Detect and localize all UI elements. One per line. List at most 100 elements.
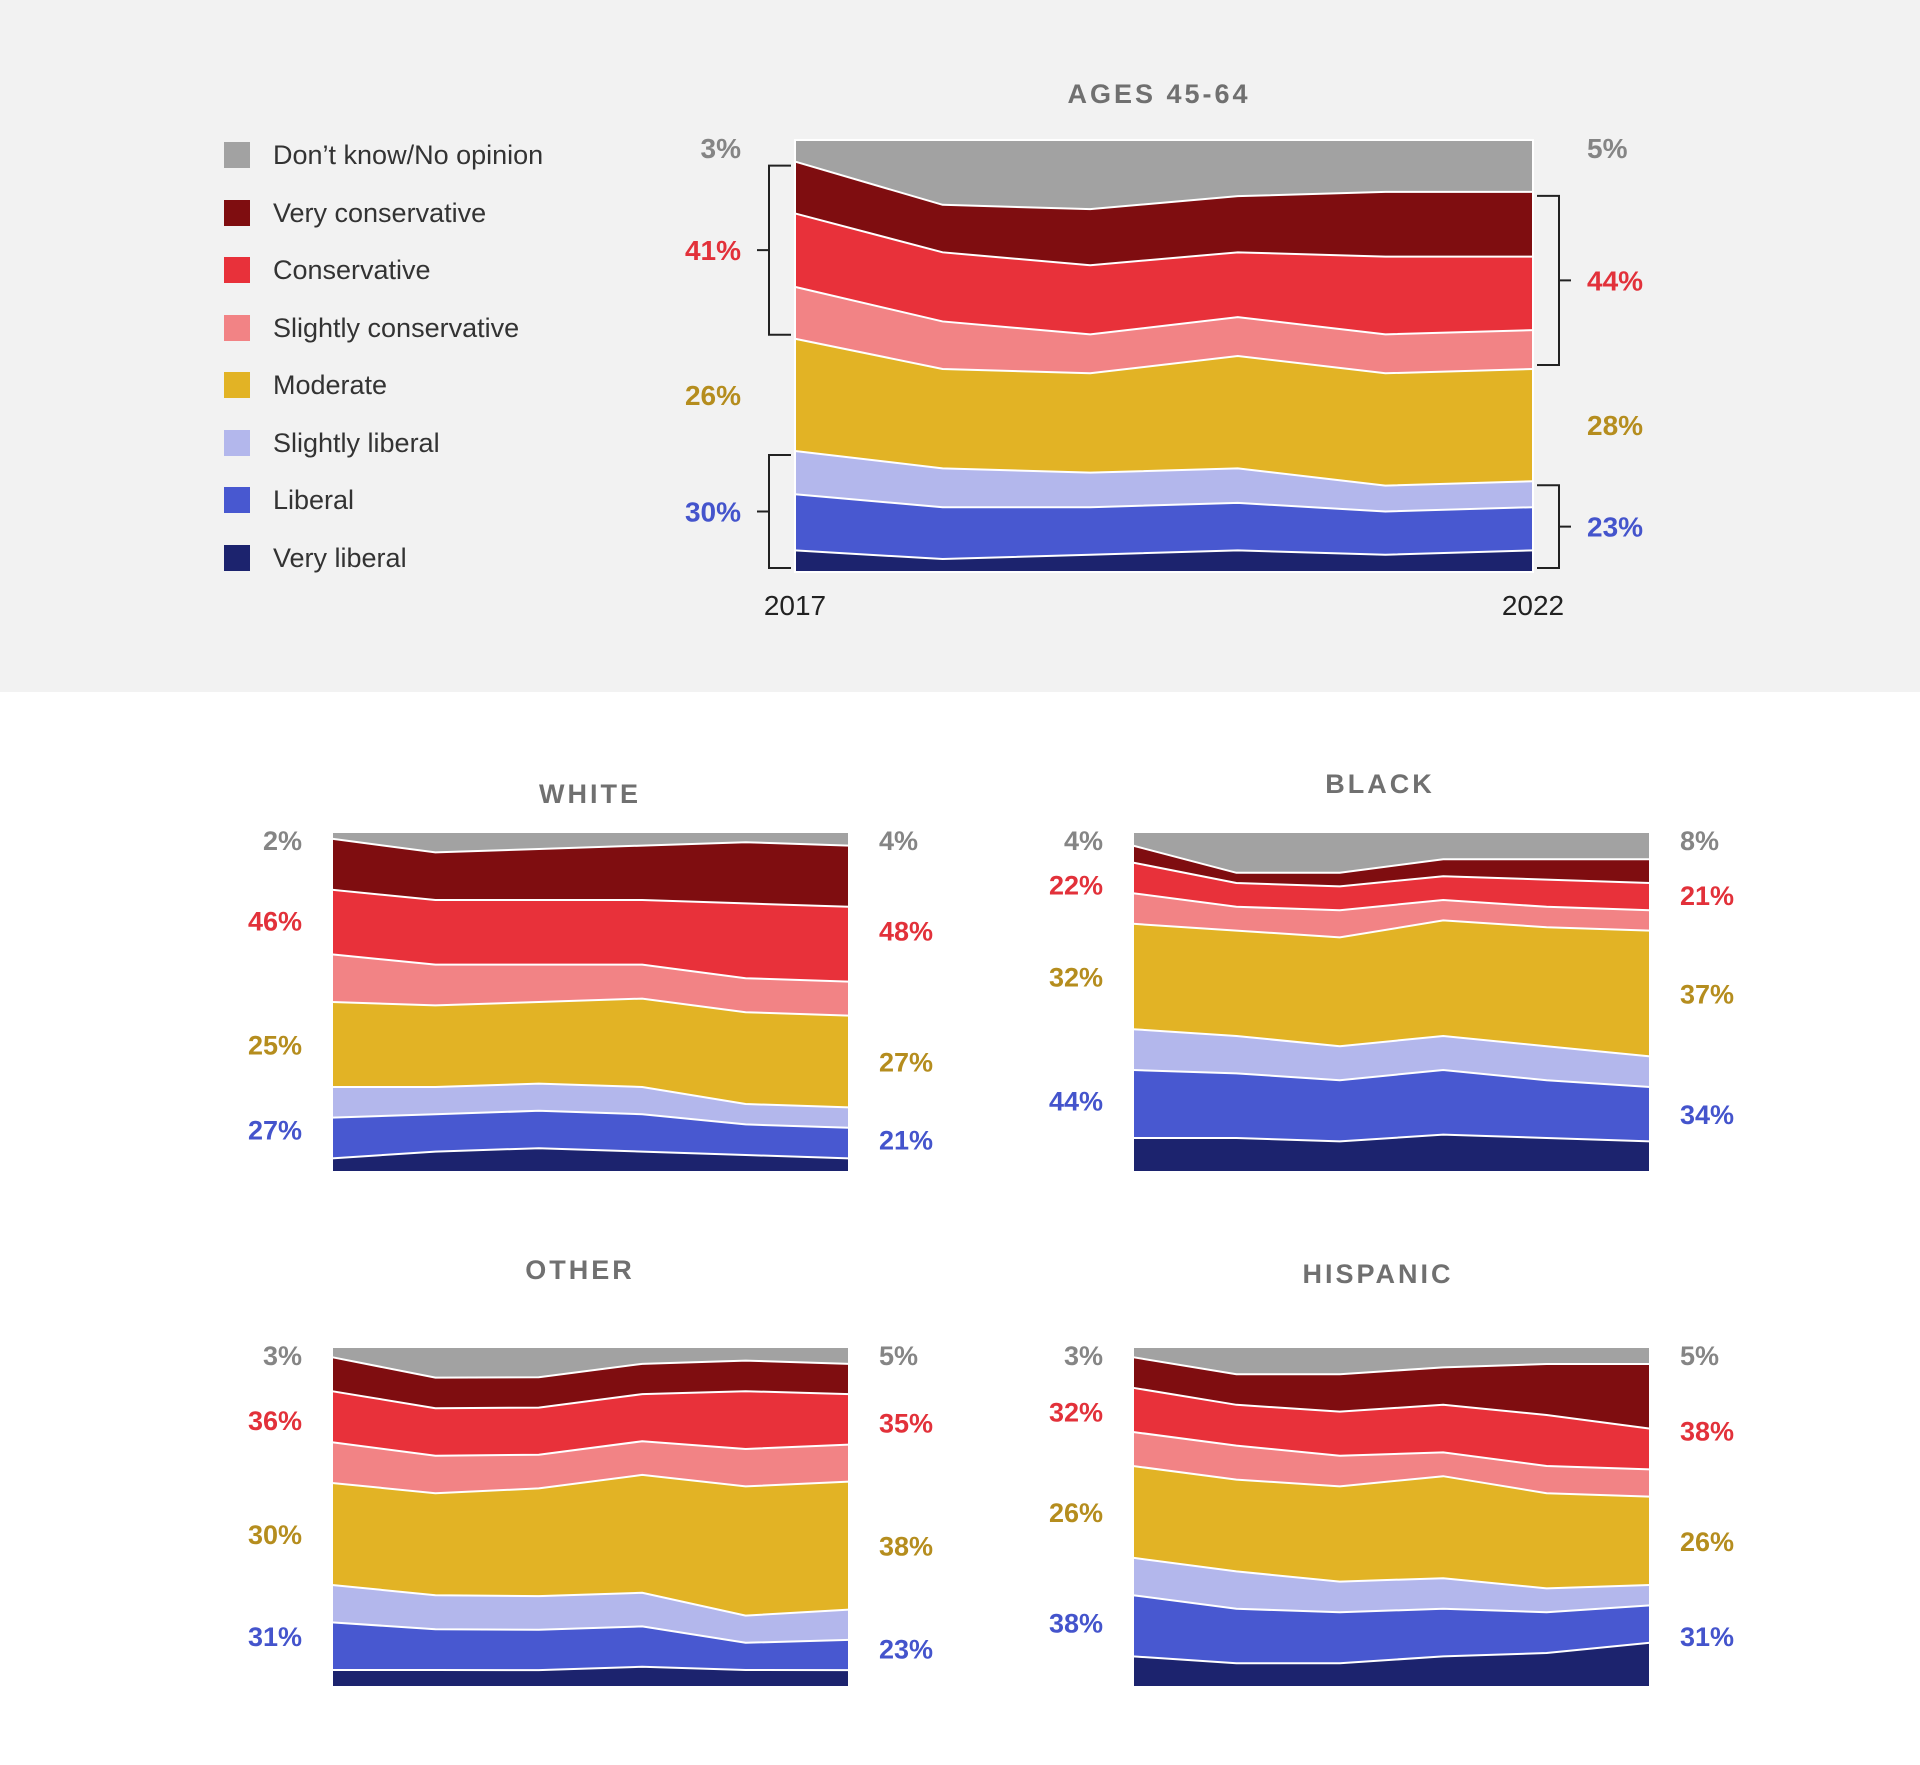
layer-separator [1132, 1556, 1651, 1590]
layer-separator [331, 1390, 850, 1410]
value-label-right-moderate: 27% [879, 1048, 933, 1078]
chart-ages-45-64: AGES 45-64 3% 41% 26% 30% 5% 44% 28% 23% 2017 2022 [685, 79, 1643, 621]
chart-title: AGES 45-64 [1067, 79, 1250, 109]
legend-swatch [224, 487, 250, 513]
legend-swatch [224, 257, 250, 283]
layer-separator [1132, 1431, 1651, 1471]
layer-separator [794, 493, 1534, 513]
chart-white: WHITE 2% 46% 25% 27% 4% 48% 27% 21% [248, 779, 933, 1173]
legend-label: Very liberal [273, 542, 407, 573]
legend-label: Slightly conservative [273, 312, 520, 343]
legend-swatch [224, 372, 250, 398]
value-label-right-conservative: 38% [1680, 1416, 1734, 1446]
legend-swatch [224, 544, 250, 571]
layer-separator [331, 997, 850, 1017]
plot-outline [331, 1346, 850, 1688]
bracket-right-conservative [1537, 194, 1571, 366]
legend-label: Slightly liberal [273, 427, 440, 458]
layer-separator [331, 888, 850, 908]
value-label-right-conservative: 44% [1587, 265, 1643, 296]
value-label-left-liberal: 30% [685, 497, 741, 528]
layer-separator [794, 549, 1534, 561]
layer-separator [1132, 1028, 1651, 1058]
value-label-right-liberal: 23% [1587, 512, 1643, 543]
layer-separator [1132, 1386, 1651, 1430]
layer-separator [1132, 919, 1651, 939]
value-label-left-moderate: 26% [1049, 1498, 1103, 1528]
value-label-left-dont-know: 3% [701, 133, 742, 164]
value-label-right-dont-know: 4% [879, 826, 918, 856]
layer-separator [794, 160, 1533, 211]
legend-swatch [224, 429, 250, 456]
value-label-left-liberal: 44% [1049, 1087, 1103, 1117]
plot-outline [1132, 831, 1651, 1173]
layer-separator [794, 337, 1534, 375]
value-label-right-dont-know: 5% [879, 1341, 918, 1371]
value-label-left-dont-know: 3% [1064, 1341, 1103, 1371]
layer-separator [1132, 1465, 1651, 1498]
value-label-right-moderate: 38% [879, 1532, 933, 1562]
value-label-right-liberal: 34% [1680, 1100, 1734, 1130]
layer-separator [331, 1147, 850, 1160]
layer-separator [332, 1665, 850, 1672]
value-label-left-conservative: 36% [248, 1406, 302, 1436]
layer-separator [794, 212, 1533, 267]
value-label-right-dont-know: 8% [1680, 826, 1719, 856]
layer-separator [1133, 1133, 1651, 1143]
layer-separator [331, 953, 850, 983]
chart-title: OTHER [525, 1255, 635, 1285]
value-label-left-conservative: 46% [248, 906, 302, 936]
legend-swatch [224, 199, 250, 226]
value-label-left-moderate: 26% [685, 380, 741, 411]
layer-separator [1132, 1356, 1650, 1376]
value-label-left-moderate: 25% [248, 1031, 302, 1061]
layer-separator [331, 1584, 850, 1617]
layer-separator [331, 1473, 850, 1495]
value-label-left-conservative: 32% [1049, 1398, 1103, 1428]
value-label-left-liberal: 31% [248, 1622, 302, 1652]
value-label-right-conservative: 21% [1680, 881, 1734, 911]
legend-label: Don’t know/No opinion [273, 140, 544, 170]
chart-other: OTHER 3% 36% 30% 31% 5% 35% 38% 23% [248, 1255, 933, 1688]
layer-separator [1132, 1068, 1651, 1088]
legend-label: Moderate [273, 370, 388, 400]
plot-outline [1132, 1346, 1651, 1688]
value-label-right-moderate: 28% [1587, 410, 1643, 441]
plot-outline [331, 831, 850, 1173]
legend-label: Very conservative [273, 197, 487, 228]
layer-separator [1132, 844, 1650, 874]
value-label-right-conservative: 35% [879, 1409, 933, 1439]
value-label-left-liberal: 38% [1049, 1608, 1103, 1638]
value-label-left-dont-know: 2% [263, 826, 302, 856]
x-start-label: 2017 [764, 590, 826, 621]
layer-separator [794, 285, 1534, 336]
value-label-right-liberal: 21% [879, 1126, 933, 1156]
bracket-right-liberal [1537, 484, 1571, 569]
bracket-left-conservative [757, 164, 791, 336]
value-label-right-conservative: 48% [879, 917, 933, 947]
layer-separator [1132, 1594, 1651, 1614]
value-label-right-moderate: 26% [1680, 1527, 1734, 1557]
layer-separator [332, 1082, 850, 1109]
layer-separator [331, 1621, 850, 1644]
legend-label: Conservative [273, 255, 431, 285]
legend-swatch [224, 142, 250, 168]
layer-separator [331, 1109, 850, 1129]
chart-title: WHITE [539, 779, 641, 809]
value-label-left-conservative: 41% [685, 235, 741, 266]
layer-separator [331, 1356, 850, 1379]
area-very-liberal [1132, 1134, 1651, 1173]
value-label-left-dont-know: 3% [263, 1341, 302, 1371]
chart-title: BLACK [1325, 769, 1435, 799]
layer-separator [1132, 861, 1651, 888]
chart-title: HISPANIC [1302, 1259, 1453, 1289]
value-label-right-dont-know: 5% [1587, 133, 1628, 164]
value-label-right-dont-know: 5% [1680, 1341, 1719, 1371]
legend-swatch [224, 314, 250, 341]
bracket-left-liberal [757, 454, 791, 569]
value-label-left-conservative: 22% [1049, 871, 1103, 901]
value-label-left-dont-know: 4% [1064, 826, 1103, 856]
value-label-left-moderate: 30% [248, 1520, 302, 1550]
layer-separator [331, 1440, 850, 1457]
